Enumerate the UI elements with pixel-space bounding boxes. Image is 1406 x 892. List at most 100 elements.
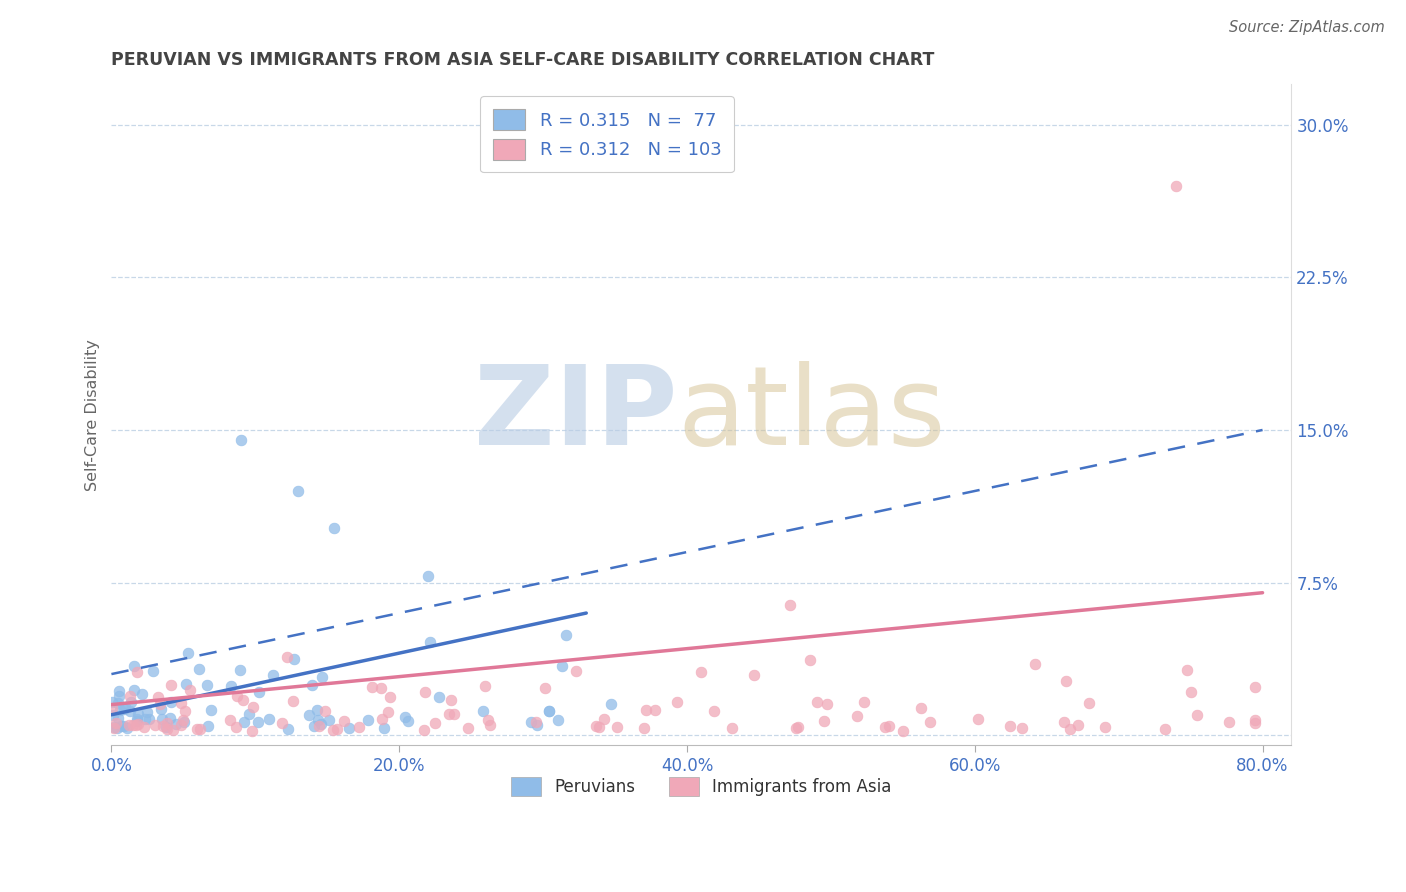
- Point: [302, 718, 325, 732]
- Point: [115, 721, 138, 735]
- Point: [1218, 714, 1240, 729]
- Point: [162, 723, 184, 738]
- Point: [101, 695, 124, 709]
- Point: [703, 704, 725, 718]
- Point: [122, 683, 145, 698]
- Text: atlas: atlas: [678, 361, 946, 468]
- Point: [437, 706, 460, 721]
- Point: [457, 722, 479, 736]
- Point: [107, 722, 129, 736]
- Point: [538, 704, 561, 718]
- Point: [143, 718, 166, 732]
- Point: [1175, 663, 1198, 677]
- Point: [103, 721, 125, 735]
- Point: [127, 707, 149, 722]
- Point: [262, 667, 284, 681]
- Point: [112, 719, 135, 733]
- Point: [156, 723, 179, 737]
- Point: [172, 713, 194, 727]
- Point: [107, 696, 129, 710]
- Point: [799, 653, 821, 667]
- Point: [666, 695, 689, 709]
- Point: [103, 708, 125, 723]
- Point: [225, 690, 247, 704]
- Point: [852, 695, 875, 709]
- Point: [122, 718, 145, 732]
- Point: [229, 433, 252, 447]
- Point: [276, 650, 298, 665]
- Point: [370, 712, 392, 726]
- Point: [998, 719, 1021, 733]
- Point: [419, 635, 441, 649]
- Point: [188, 722, 211, 736]
- Point: [370, 681, 392, 695]
- Text: Source: ZipAtlas.com: Source: ZipAtlas.com: [1229, 20, 1385, 35]
- Point: [1180, 685, 1202, 699]
- Point: [742, 667, 765, 681]
- Point: [104, 716, 127, 731]
- Point: [110, 719, 132, 733]
- Point: [588, 719, 610, 733]
- Point: [1054, 674, 1077, 689]
- Point: [125, 718, 148, 732]
- Text: ZIP: ZIP: [474, 361, 678, 468]
- Point: [526, 718, 548, 732]
- Point: [333, 714, 356, 728]
- Point: [920, 715, 942, 730]
- Point: [394, 710, 416, 724]
- Point: [200, 703, 222, 717]
- Point: [600, 697, 623, 711]
- Point: [311, 717, 333, 731]
- Point: [114, 700, 136, 714]
- Point: [156, 716, 179, 731]
- Point: [197, 719, 219, 733]
- Point: [1244, 680, 1267, 694]
- Point: [173, 715, 195, 730]
- Point: [120, 695, 142, 709]
- Point: [136, 705, 159, 719]
- Point: [474, 679, 496, 693]
- Point: [592, 712, 614, 726]
- Point: [479, 718, 502, 732]
- Point: [1011, 721, 1033, 735]
- Point: [118, 690, 141, 704]
- Point: [472, 704, 495, 718]
- Point: [554, 628, 576, 642]
- Point: [132, 720, 155, 734]
- Point: [416, 569, 439, 583]
- Point: [440, 693, 463, 707]
- Point: [412, 723, 434, 737]
- Point: [813, 714, 835, 728]
- Point: [283, 694, 305, 708]
- Point: [1166, 178, 1188, 193]
- Point: [644, 703, 666, 717]
- Point: [298, 707, 321, 722]
- Point: [229, 663, 252, 677]
- Point: [112, 702, 135, 716]
- Point: [378, 690, 401, 705]
- Point: [219, 713, 242, 727]
- Point: [242, 700, 264, 714]
- Point: [127, 712, 149, 726]
- Point: [690, 665, 713, 680]
- Point: [1243, 713, 1265, 727]
- Point: [131, 688, 153, 702]
- Point: [634, 703, 657, 717]
- Point: [347, 720, 370, 734]
- Point: [159, 711, 181, 725]
- Point: [195, 678, 218, 692]
- Point: [815, 697, 838, 711]
- Point: [179, 682, 201, 697]
- Point: [373, 721, 395, 735]
- Point: [271, 716, 294, 731]
- Point: [314, 704, 336, 718]
- Point: [1024, 657, 1046, 672]
- Point: [323, 520, 346, 534]
- Point: [188, 662, 211, 676]
- Point: [117, 717, 139, 731]
- Point: [427, 690, 450, 704]
- Point: [806, 695, 828, 709]
- Point: [361, 680, 384, 694]
- Point: [170, 696, 193, 710]
- Point: [146, 690, 169, 705]
